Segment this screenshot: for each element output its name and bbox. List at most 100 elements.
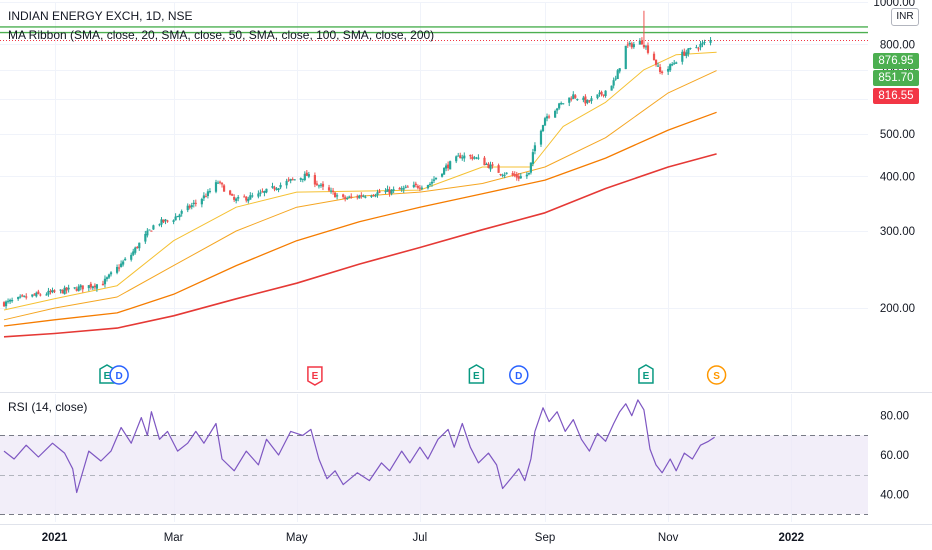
candle-body: [166, 220, 169, 222]
candle-body: [527, 172, 530, 175]
candle-body: [428, 183, 432, 185]
candle-body: [398, 187, 401, 190]
candle-body: [669, 64, 672, 71]
candle-body: [23, 295, 26, 297]
candle-body: [414, 183, 417, 186]
candle-body: [652, 53, 656, 61]
candle-body: [374, 195, 377, 197]
candle-body: [333, 192, 337, 198]
candle-body: [138, 242, 141, 249]
candle-body: [687, 48, 690, 54]
candle-body: [105, 277, 109, 280]
time-axis-label: 2021: [42, 532, 68, 544]
candle-body: [473, 157, 476, 159]
candle-body: [81, 285, 84, 290]
candle-body: [432, 179, 436, 181]
candle-body: [47, 290, 50, 295]
candle-body: [505, 172, 508, 174]
candle-body: [222, 185, 226, 192]
rsi-axis-label: 40.00: [880, 489, 909, 501]
candle-body: [628, 42, 631, 45]
symbol-legend[interactable]: INDIAN ENERGY EXCH, 1D, NSE: [8, 9, 193, 23]
rsi-legend[interactable]: RSI (14, close): [8, 400, 88, 414]
candle-body: [576, 99, 579, 101]
ma-ribbon-legend[interactable]: MA Ribbon (SMA, close, 20, SMA, close, 5…: [8, 28, 435, 42]
candle-body: [590, 98, 593, 102]
candle-body: [263, 191, 266, 193]
candle-body: [392, 189, 395, 191]
rsi-line: [3, 399, 715, 494]
candle-body: [376, 192, 379, 196]
candle-body: [683, 51, 686, 56]
candle-body: [307, 174, 310, 177]
candle-body: [336, 195, 339, 197]
candle-body: [360, 195, 363, 197]
price-axis[interactable]: 200.00300.00400.00500.00600.00700.00800.…: [873, 0, 915, 315]
candle-body: [501, 174, 504, 176]
candle-body: [89, 283, 92, 288]
price-axis-label: 300.00: [880, 226, 915, 238]
candle-body: [703, 41, 706, 43]
event-marker-label: D: [515, 371, 522, 382]
price-axis-label: 500.00: [880, 129, 915, 141]
candle-body: [77, 286, 80, 291]
candle-body: [570, 98, 573, 100]
rsi-band-fill: [0, 435, 868, 515]
candle-body: [327, 187, 331, 191]
candle-body: [685, 52, 688, 56]
candle-body: [261, 191, 264, 193]
candle-body: [8, 299, 12, 302]
candle-body: [618, 68, 621, 72]
candle-body: [21, 295, 24, 297]
candle-body: [247, 198, 250, 202]
candle-body: [31, 294, 34, 297]
horizontal-lines[interactable]: [0, 26, 868, 42]
candle-body: [390, 189, 393, 194]
candle-body: [531, 152, 535, 164]
candle-body: [17, 297, 20, 300]
candle-body: [321, 183, 325, 187]
candle-body: [194, 202, 197, 204]
candle-body: [200, 198, 203, 205]
candle-body: [329, 190, 333, 192]
candle-body: [53, 290, 56, 292]
rsi-axis[interactable]: 40.00 60.00 80.00: [880, 411, 909, 502]
price-axis-label: 800.00: [880, 39, 915, 51]
candle-body: [515, 174, 518, 178]
candle-body: [529, 162, 532, 173]
candle-body: [644, 46, 648, 48]
candle-body: [122, 261, 125, 265]
candle-body: [602, 94, 605, 96]
candle-body: [93, 285, 96, 288]
time-axis-label: Mar: [164, 532, 184, 544]
candle-body: [348, 196, 351, 198]
candle-body: [192, 202, 195, 205]
candle-body: [658, 66, 662, 72]
currency-badge[interactable]: INR: [891, 8, 919, 26]
candle-body: [202, 195, 205, 199]
candle-body: [568, 97, 571, 103]
candle-body: [265, 188, 268, 193]
candle-body: [231, 194, 234, 196]
candle-body: [517, 176, 520, 179]
time-axis-label: May: [286, 532, 308, 544]
candle-body: [378, 191, 381, 193]
candle-body: [279, 184, 282, 188]
candle-body: [134, 247, 137, 253]
candle-body: [572, 94, 575, 99]
candle-body: [511, 173, 514, 176]
candle-body: [556, 108, 559, 111]
candle-body: [598, 92, 601, 94]
candle-body: [372, 195, 375, 197]
last-price-tag: 816.55: [873, 88, 919, 104]
candle-body: [180, 210, 183, 214]
candle-body: [497, 165, 500, 173]
candle-body: [695, 47, 698, 49]
time-axis[interactable]: 2021 Mar May Jul Sep Nov 2022: [42, 532, 804, 544]
candle-body: [586, 99, 589, 103]
candle-body: [525, 174, 528, 177]
candle-body: [554, 110, 557, 118]
candle-body: [539, 130, 543, 145]
